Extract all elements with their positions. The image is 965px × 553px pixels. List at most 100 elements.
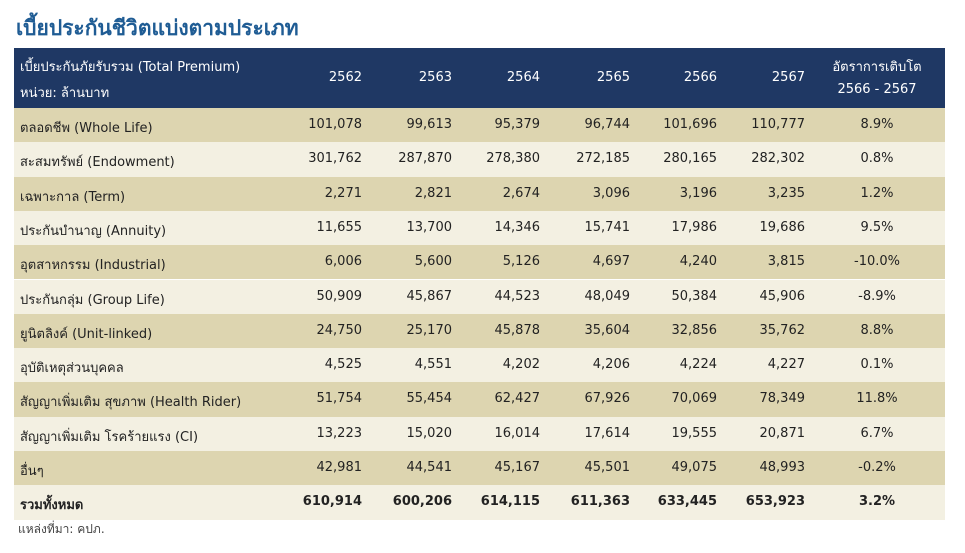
cell-value: 35,762 (759, 322, 806, 338)
cell-value: 95,379 (494, 117, 541, 132)
cell-value: 110,777 (751, 117, 805, 132)
cell-value: 3,096 (592, 185, 630, 201)
cell-value: 13,223 (316, 425, 363, 441)
header-year: 2565 (596, 70, 630, 85)
header-growth: 2566 - 2567 (837, 82, 917, 97)
cell-value: 32,856 (671, 322, 718, 338)
cell-value: 70,069 (671, 391, 718, 407)
cell-growth: -0.2% (858, 460, 896, 475)
cell-growth: 3.2% (858, 494, 896, 510)
cell-growth: 9.5% (860, 219, 894, 235)
cell-value: 4,551 (414, 357, 452, 373)
cell-value: 301,762 (308, 151, 362, 167)
cell-value: 50,384 (671, 288, 718, 304)
row-label: รวมทั้งหมด (20, 498, 84, 514)
cell-value: 45,906 (759, 288, 806, 304)
source-note: แหล่งที่มา: คปภ. (18, 522, 105, 536)
cell-value: 45,878 (494, 322, 541, 338)
cell-value: 20,871 (759, 425, 806, 441)
row-label: สัญญาเพิ่มเติม สุขภาพ (Health Rider) (20, 395, 242, 411)
table-row: สะสมทรัพย์ (Endowment) 301,762 287,870 278,… (14, 142, 945, 177)
header-year: 2562 (328, 70, 362, 85)
cell-value: 4,202 (502, 357, 540, 373)
table-row: ประกันกลุ่ม (Group Life) 50,909 45,867 44,5… (14, 279, 945, 314)
cell-value: 6,006 (324, 254, 362, 270)
cell-value: 16,014 (494, 425, 541, 441)
cell-value: 2,821 (414, 185, 452, 201)
cell-value: 282,302 (751, 151, 805, 167)
cell-value: 4,697 (592, 254, 630, 270)
cell-value: 611,363 (570, 494, 630, 510)
cell-value: 633,445 (657, 494, 717, 510)
table-row: ยูนิตลิงค์ (Unit-linked) 24,750 25,170 45,8… (14, 313, 945, 349)
header-year: 2563 (418, 70, 452, 85)
table-row: สัญญาเพิ่มเติม โรคร้ายแรง (CI) 13,223 15,0… (14, 416, 945, 451)
cell-growth: -10.0% (854, 254, 900, 270)
cell-value: 2,674 (502, 185, 540, 201)
cell-value: 614,115 (480, 494, 540, 510)
table-row: เฉพาะกาล (Term) 2,271 2,821 2,674 3,096 3,196… (14, 176, 945, 211)
cell-value: 11,655 (316, 219, 363, 235)
cell-value: 2,271 (324, 185, 362, 201)
row-label: ประกันกลุ่ม (Group Life) (20, 292, 165, 308)
cell-value: 45,867 (406, 288, 453, 304)
table-row: สัญญาเพิ่มเติม สุขภาพ (Health Rider) 51,7… (14, 382, 945, 417)
cell-value: 19,686 (759, 219, 806, 235)
table-header: เบี้ยประกันภัยรับรวม (Total Premium) หน่ว… (14, 48, 945, 108)
cell-value: 3,196 (679, 185, 717, 201)
row-label: ยูนิตลิงค์ (Unit-linked) (20, 326, 153, 342)
cell-value: 44,523 (494, 288, 541, 304)
header-year: 2566 (683, 70, 717, 85)
cell-value: 14,346 (494, 219, 541, 235)
cell-value: 48,993 (759, 460, 806, 475)
cell-value: 15,741 (584, 219, 631, 235)
cell-value: 15,020 (406, 425, 453, 441)
cell-value: 653,923 (745, 494, 805, 510)
cell-value: 17,614 (584, 425, 631, 441)
cell-value: 49,075 (671, 460, 718, 475)
cell-growth: 8.8% (860, 322, 894, 338)
cell-value: 287,870 (398, 151, 452, 167)
cell-growth: 1.2% (860, 185, 894, 201)
cell-growth: 11.8% (856, 391, 898, 407)
table-row: อุบัติเหตุส่วนบุคคล 4,525 4,551 4,202 4,206 4… (14, 348, 945, 383)
cell-value: 5,126 (502, 254, 540, 270)
cell-value: 4,227 (767, 357, 805, 373)
cell-value: 44,541 (406, 460, 453, 475)
cell-value: 50,909 (316, 288, 363, 304)
cell-value: 4,206 (592, 357, 630, 373)
table-row: ประกันบำนาญ (Annuity) 11,655 13,700 14,346 1… (14, 210, 945, 246)
cell-value: 3,235 (767, 185, 805, 201)
table-row: รวมทั้งหมด 610,914 600,206 614,115 611,363 63… (14, 485, 945, 520)
header-year: 2567 (771, 70, 805, 85)
row-label: อุตสาหกรรม (Industrial) (20, 258, 166, 274)
cell-growth: 0.1% (860, 357, 894, 373)
cell-value: 48,049 (584, 288, 631, 304)
title: เบี้ยประกันชีวิตแบ่งตามประเภท (16, 16, 299, 40)
cell-growth: 8.9% (860, 117, 894, 132)
cell-value: 99,613 (406, 117, 453, 132)
cell-value: 17,986 (671, 219, 718, 235)
cell-value: 13,700 (406, 219, 453, 235)
cell-value: 45,501 (584, 460, 631, 475)
cell-value: 610,914 (302, 494, 362, 510)
cell-value: 96,744 (584, 117, 631, 132)
cell-value: 67,926 (584, 391, 631, 407)
cell-value: 272,185 (576, 151, 630, 167)
cell-value: 45,167 (494, 460, 541, 475)
row-label: สัญญาเพิ่มเติม โรคร้ายแรง (CI) (20, 429, 199, 445)
row-label: ประกันบำนาญ (Annuity) (20, 223, 167, 239)
cell-value: 24,750 (316, 322, 363, 338)
cell-value: 4,525 (324, 357, 362, 373)
cell-value: 25,170 (406, 322, 453, 338)
header-growth: อัตราการเติบโต (832, 60, 922, 75)
header-label: เบี้ยประกันภัยรับรวม (Total Premium) (20, 60, 241, 75)
table-row: อื่นๆ 42,981 44,541 45,167 45,501 49,075 48,99… (14, 451, 945, 486)
cell-value: 3,815 (767, 254, 805, 270)
cell-value: 600,206 (392, 494, 452, 510)
table-row: ตลอดชีพ (Whole Life) 101,078 99,613 95,379 9… (14, 108, 945, 143)
cell-value: 101,078 (308, 117, 362, 132)
cell-value: 4,240 (679, 254, 717, 270)
cell-value: 278,380 (486, 151, 540, 167)
